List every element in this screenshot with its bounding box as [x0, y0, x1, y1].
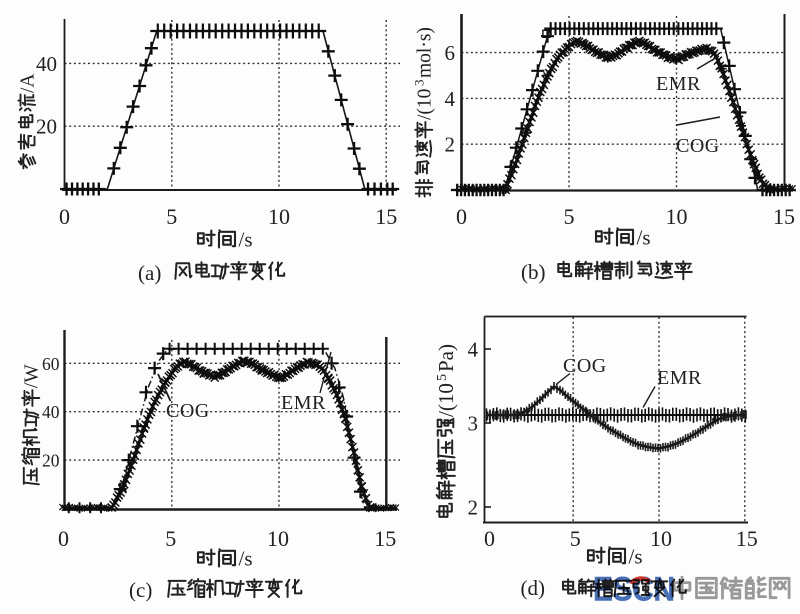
svg-text:15: 15 [375, 204, 397, 229]
svg-text:ESCN: ESCN [593, 570, 675, 608]
svg-text:EMR: EMR [657, 367, 702, 389]
svg-text:10: 10 [650, 526, 672, 551]
svg-text:5: 5 [564, 204, 575, 229]
svg-text:15: 15 [736, 526, 758, 551]
svg-text:5: 5 [435, 374, 450, 381]
svg-text:10: 10 [268, 204, 290, 229]
svg-text:0: 0 [59, 204, 70, 229]
svg-text:/s: /s [629, 545, 643, 569]
svg-text:40: 40 [36, 52, 57, 76]
svg-text:(c): (c) [129, 578, 152, 602]
svg-text:COG: COG [676, 135, 720, 157]
svg-text:0: 0 [58, 526, 69, 551]
svg-text:(d): (d) [521, 576, 546, 600]
svg-text:20: 20 [36, 115, 57, 139]
svg-text:15: 15 [773, 204, 795, 229]
svg-text:6: 6 [445, 41, 456, 65]
svg-text:20: 20 [42, 451, 60, 471]
svg-text:EMR: EMR [656, 73, 701, 95]
svg-text:/(10: /(10 [434, 383, 458, 417]
svg-text:/A: /A [17, 74, 38, 94]
svg-text:(a): (a) [138, 261, 161, 285]
svg-text:(b): (b) [521, 260, 546, 284]
svg-text:/s: /s [239, 228, 253, 252]
svg-text:0: 0 [456, 204, 467, 229]
svg-text:2: 2 [445, 133, 456, 157]
svg-text:60: 60 [42, 354, 60, 374]
svg-text:10: 10 [666, 204, 688, 229]
svg-text:/s: /s [637, 226, 651, 250]
svg-text:40: 40 [42, 402, 60, 422]
svg-text:2: 2 [468, 496, 479, 520]
svg-text:5: 5 [166, 204, 177, 229]
svg-text:10: 10 [267, 526, 289, 551]
svg-text:COG: COG [166, 400, 210, 422]
svg-text:EMR: EMR [281, 392, 326, 414]
svg-text:/(10: /(10 [414, 89, 435, 120]
svg-text:15: 15 [374, 526, 396, 551]
svg-text:3: 3 [468, 412, 479, 436]
svg-text:5: 5 [570, 526, 581, 551]
svg-text:4: 4 [445, 87, 456, 111]
svg-text:4: 4 [468, 338, 479, 362]
svg-text:/s: /s [239, 547, 253, 571]
svg-text:mol·s): mol·s) [414, 27, 435, 78]
svg-text:0: 0 [484, 526, 495, 551]
svg-text:/W: /W [21, 364, 42, 388]
svg-text:5: 5 [165, 526, 176, 551]
svg-text:3: 3 [411, 80, 426, 87]
svg-text:Pa): Pa) [434, 344, 458, 372]
svg-text:COG: COG [563, 355, 607, 377]
